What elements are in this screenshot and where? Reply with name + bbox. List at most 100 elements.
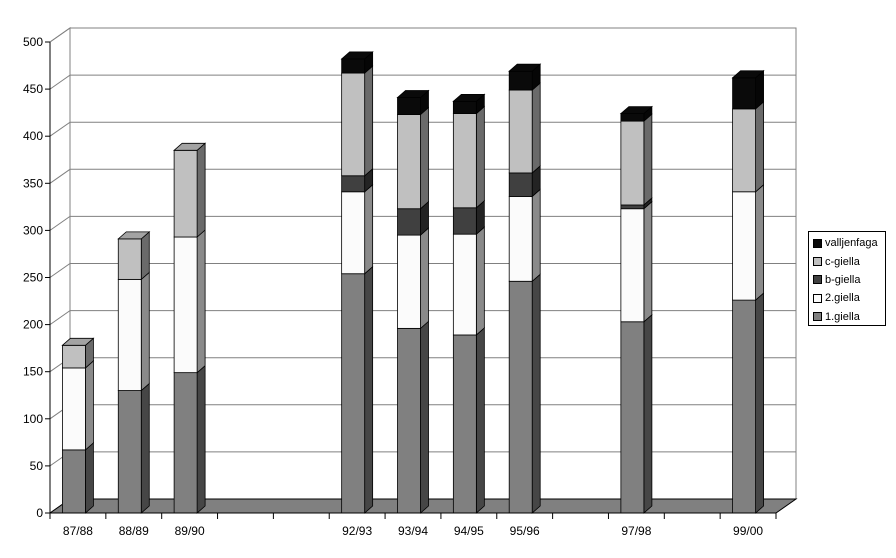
gridline xyxy=(49,168,796,184)
gridline xyxy=(49,263,796,278)
bar xyxy=(62,344,86,369)
bar xyxy=(173,372,198,514)
y-tick-label: 250 xyxy=(23,271,43,285)
bar-side xyxy=(140,230,150,281)
y-tick-label: 50 xyxy=(30,459,44,473)
bar xyxy=(341,58,366,74)
bar-segment xyxy=(62,442,94,514)
bar xyxy=(117,238,142,280)
legend-item-c-giella: c-giella xyxy=(813,252,885,270)
bar-side xyxy=(140,271,150,392)
x-tick-label: 89/90 xyxy=(175,524,205,538)
bar xyxy=(732,108,756,193)
bar xyxy=(732,77,756,110)
bar-segment xyxy=(452,199,485,236)
bar-segment xyxy=(173,142,207,238)
bar-segment xyxy=(620,200,653,323)
bar-top xyxy=(731,70,765,79)
bar-side xyxy=(475,327,485,514)
bar xyxy=(341,191,366,275)
bar-segment xyxy=(732,101,764,193)
bar xyxy=(620,204,645,210)
legend-swatch xyxy=(813,257,822,267)
bar-side xyxy=(643,200,653,323)
bar-stack xyxy=(117,230,151,514)
bar-segment xyxy=(452,105,485,209)
bar-stack xyxy=(619,105,653,514)
bar-top xyxy=(340,51,374,60)
bar xyxy=(341,175,366,193)
y-tick-label: 450 xyxy=(23,82,43,96)
bar-side xyxy=(364,183,374,275)
bar-side xyxy=(531,273,541,514)
bar-side xyxy=(755,292,764,514)
bar xyxy=(508,196,533,282)
bar-segment xyxy=(117,271,150,392)
x-tick-labels: 87/88 88/89 89/90 92/93 93/94 94/95 95/96 97/98… xyxy=(63,524,764,538)
gridline xyxy=(49,27,796,43)
legend-label: b-giella xyxy=(825,273,861,286)
y-tick-label: 100 xyxy=(23,412,43,426)
bar xyxy=(173,236,198,374)
gridline xyxy=(49,215,796,231)
x-tick-label: 97/98 xyxy=(621,524,651,538)
gridline xyxy=(49,310,796,326)
bar xyxy=(732,299,756,514)
legend-swatch xyxy=(813,293,822,303)
bar-segment xyxy=(341,183,374,275)
bar-segment xyxy=(508,188,541,283)
bar-top xyxy=(173,142,207,151)
legend-label: 1.giella xyxy=(825,310,860,323)
bar-side xyxy=(531,82,541,174)
bar xyxy=(397,234,421,329)
bar-side xyxy=(420,320,429,514)
bar-segment xyxy=(732,292,764,514)
bar xyxy=(620,208,645,323)
bars xyxy=(61,51,765,514)
bar xyxy=(397,327,421,514)
y-tick-label: 350 xyxy=(23,176,43,190)
bar-segment xyxy=(397,320,429,514)
x-tick-label: 95/96 xyxy=(510,524,540,538)
bar-segment xyxy=(397,227,429,330)
bar-side xyxy=(531,188,541,283)
bar xyxy=(173,149,198,238)
legend: valljenfaga c-giella b-giella 2.giella 1… xyxy=(808,231,886,326)
bar-stack xyxy=(61,337,95,514)
legend-item-b-giella: b-giella xyxy=(813,271,885,289)
bar xyxy=(397,208,421,236)
bar-segment xyxy=(396,89,430,116)
bar-segment xyxy=(340,51,374,74)
bar-side xyxy=(196,229,206,374)
bar-stack xyxy=(340,51,374,514)
legend-swatch xyxy=(813,238,822,248)
bar xyxy=(397,97,421,115)
bar-side xyxy=(755,101,764,193)
bar-side xyxy=(643,313,653,514)
y-tick-label: 200 xyxy=(23,318,43,332)
y-tick-labels: 0 50 100 150 200 250 300 350 400 450 500 xyxy=(23,35,43,520)
bar-side xyxy=(420,227,429,330)
y-tick-label: 150 xyxy=(23,365,43,379)
bar xyxy=(452,100,477,114)
bar-side xyxy=(85,442,94,514)
bar xyxy=(732,191,756,301)
gridline xyxy=(49,74,796,90)
x-tick-label: 92/93 xyxy=(342,524,372,538)
bar-stack xyxy=(452,93,486,514)
bar-segment xyxy=(732,183,764,301)
bar-side xyxy=(196,364,206,514)
bar-side xyxy=(755,183,764,301)
bar-segment xyxy=(173,364,206,514)
bar-segment xyxy=(508,82,541,174)
x-tick-label: 93/94 xyxy=(398,524,428,538)
bar-stack xyxy=(396,89,430,514)
bar-segment xyxy=(508,63,542,91)
y-tick-label: 0 xyxy=(36,506,43,520)
bar-segment xyxy=(117,382,150,514)
gridlines xyxy=(49,27,796,467)
bar-side xyxy=(475,226,485,336)
legend-label: valljenfaga xyxy=(825,237,878,250)
bar-segment xyxy=(619,105,653,123)
bar-top xyxy=(396,90,430,98)
